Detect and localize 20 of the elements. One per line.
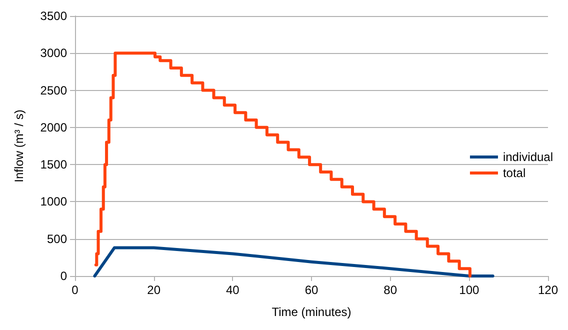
y-tick-label: 1000 bbox=[40, 194, 68, 209]
y-tick-label: 3000 bbox=[40, 46, 68, 60]
legend-label: total bbox=[502, 166, 526, 180]
x-axis-title: Time (minutes) bbox=[272, 305, 352, 319]
x-tick-label: 20 bbox=[147, 283, 161, 297]
y-tick-label: 500 bbox=[46, 232, 68, 246]
y-tick-label: 0 bbox=[60, 269, 68, 283]
y-tick-label: 2000 bbox=[40, 120, 68, 134]
x-tick-label: 120 bbox=[538, 283, 558, 297]
x-tick-label: 0 bbox=[72, 283, 79, 297]
y-tick-label: 1500 bbox=[40, 158, 68, 172]
y-axis-title: Inflow (m³ / s) bbox=[12, 110, 26, 182]
x-tick-label: 60 bbox=[304, 283, 318, 297]
x-tick-label: 80 bbox=[384, 283, 398, 297]
x-tick-label: 40 bbox=[226, 283, 240, 297]
x-tick-label: 100 bbox=[459, 283, 480, 297]
line-series bbox=[93, 246, 494, 278]
y-tick-label: 2500 bbox=[40, 83, 68, 98]
legend-label: individual bbox=[502, 150, 554, 164]
y-tick-label: 3500 bbox=[40, 9, 68, 23]
